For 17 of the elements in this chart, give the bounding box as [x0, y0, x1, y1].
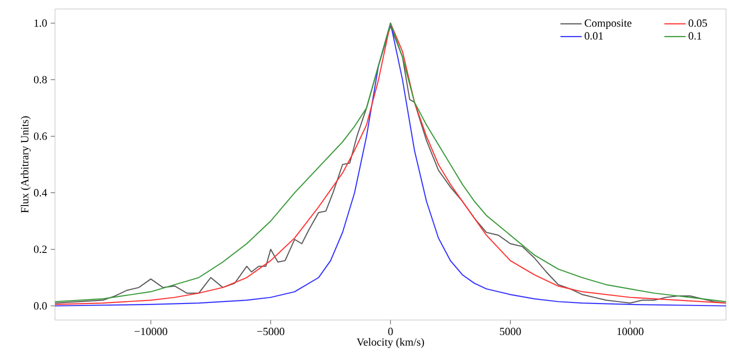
y-tick-label: 0.0	[34, 302, 47, 310]
y-tick-label: 0.8	[34, 76, 47, 84]
x-tick-label: 5000	[500, 328, 521, 336]
legend-label: 0.01	[584, 32, 603, 40]
y-tick-label: 1.0	[34, 19, 47, 27]
y-tick-label: 0.2	[34, 246, 47, 254]
y-tick-label: 0.6	[34, 132, 47, 140]
x-tick-label: −5000	[257, 328, 284, 336]
x-tick-label: 10000	[617, 328, 644, 336]
x-axis-title: Velocity (km/s)	[356, 338, 424, 348]
x-tick-label: 0	[388, 328, 393, 336]
x-tick-label: −10000	[134, 328, 168, 336]
y-axis-title: Flux (Arbitrary Units)	[20, 116, 31, 213]
y-tick-label: 0.4	[34, 189, 48, 196]
legend-label: 0.05	[688, 19, 707, 27]
legend-label: Composite	[584, 19, 632, 29]
legend-label: 0.1	[688, 32, 702, 40]
